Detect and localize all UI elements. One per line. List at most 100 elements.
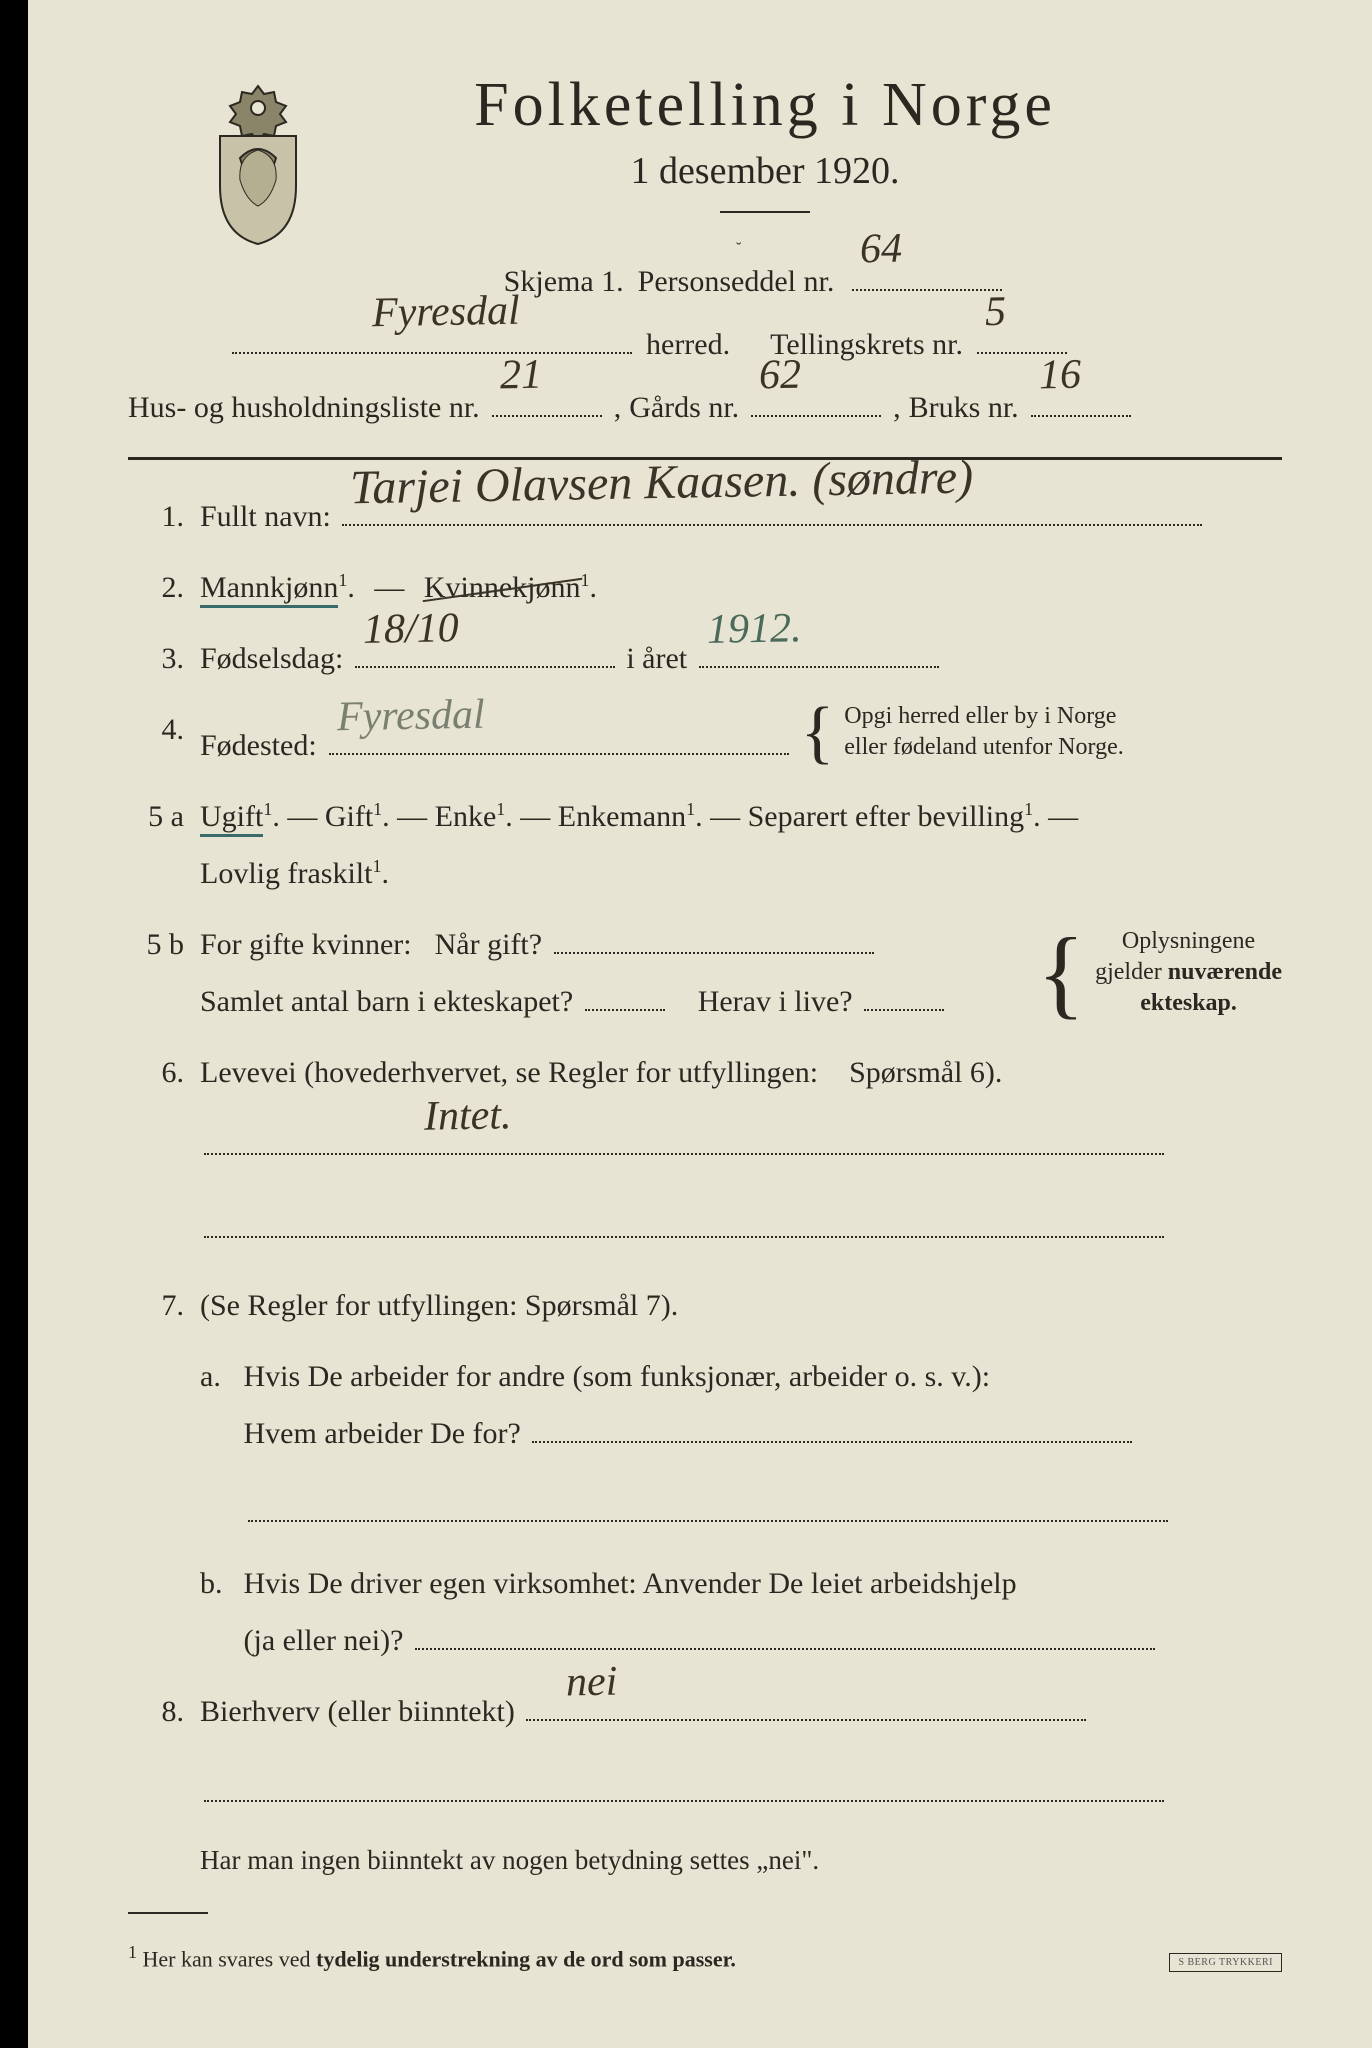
q5b-alive: Herav i live? bbox=[698, 985, 853, 1018]
q3-year-label: i året bbox=[626, 642, 687, 675]
q7a-field-2 bbox=[248, 1486, 1168, 1522]
q5a-gift: Gift bbox=[325, 800, 373, 833]
q4-label: Fødested: bbox=[200, 717, 317, 774]
q7b-text2: (ja eller nei)? bbox=[244, 1624, 404, 1657]
q4-note-1: Opgi herred eller by i Norge bbox=[844, 701, 1123, 732]
gards-label: Gårds nr. bbox=[629, 376, 739, 439]
meta-line-3: Hus- og husholdningsliste nr. 21 , Gårds… bbox=[128, 376, 1282, 439]
main-title: Folketelling i Norge bbox=[348, 70, 1182, 141]
q7b-text1: Hvis De driver egen virksomhet: Anvender… bbox=[244, 1567, 1017, 1600]
q4-field: Fyresdal bbox=[329, 719, 789, 755]
hus-field: 21 bbox=[492, 381, 602, 417]
comma-1: , bbox=[614, 376, 622, 439]
q3-day-field: 18/10 bbox=[355, 632, 615, 668]
q8-field: nei bbox=[526, 1685, 1086, 1721]
q5a-num: 5 a bbox=[128, 788, 184, 845]
q5b-num: 5 b bbox=[128, 916, 184, 973]
q4-note-2: eller fødeland utenfor Norge. bbox=[844, 732, 1123, 763]
coat-of-arms-icon bbox=[198, 80, 318, 250]
q7-num: 7. bbox=[128, 1277, 184, 1334]
q3-year-field: 1912. bbox=[699, 632, 939, 668]
q5b-note-2pre: gjelder bbox=[1095, 959, 1168, 985]
personseddel-field: 64 bbox=[852, 255, 1002, 291]
q1-field: Tarjei Olavsen Kaasen. (søndre) bbox=[342, 490, 1202, 526]
skjema-label: Skjema 1. bbox=[504, 250, 624, 313]
q7-row: 7. (Se Regler for utfyllingen: Spørsmål … bbox=[128, 1277, 1282, 1334]
q1-value: Tarjei Olavsen Kaasen. (søndre) bbox=[350, 431, 975, 533]
q8-field-2 bbox=[204, 1766, 1164, 1802]
q2-row: 2. Mannkjønn1. — Kvinnekjønn1. bbox=[128, 559, 1282, 616]
bottom-bar: 1 Her kan svares ved tydelig understrekn… bbox=[128, 1924, 1282, 1972]
q4-value: Fyresdal bbox=[336, 676, 485, 758]
q5b-alive-field bbox=[864, 975, 944, 1011]
scan-container: Folketelling i Norge 1 desember 1920. Sk… bbox=[0, 0, 1372, 2048]
q6-value: Intet. bbox=[423, 1076, 512, 1157]
footnote-bold: tydelig understrekning av de ord som pas… bbox=[316, 1946, 736, 1971]
personseddel-value: 64 bbox=[860, 204, 904, 293]
q5b-children-field bbox=[585, 975, 665, 1011]
q5a-enkemann: Enkemann bbox=[558, 800, 686, 833]
q2-num: 2. bbox=[128, 559, 184, 616]
q3-num: 3. bbox=[128, 630, 184, 687]
q5a-fraskilt: Lovlig fraskilt bbox=[200, 857, 372, 890]
q5a-ugift: Ugift bbox=[200, 800, 263, 837]
q3-label: Fødselsdag: bbox=[200, 642, 343, 675]
q5b-note-1: Oplysningene bbox=[1095, 926, 1282, 957]
q5b-when: Når gift? bbox=[435, 928, 542, 961]
footnote: 1 Her kan svares ved tydelig understrekn… bbox=[128, 1942, 736, 1972]
q6-row: 6. Levevei (hovederhvervet, se Regler fo… bbox=[128, 1044, 1282, 1257]
q5b-note: { Oplysningene gjelder nuværende ekteska… bbox=[1037, 926, 1282, 1020]
q6-label2: Spørsmål 6). bbox=[849, 1056, 1002, 1089]
footnote-text-pre: Her kan svares ved bbox=[143, 1946, 317, 1971]
tellingskrets-value: 5 bbox=[984, 268, 1007, 357]
q7-label: (Se Regler for utfyllingen: Spørsmål 7). bbox=[200, 1289, 678, 1322]
q1-label: Fullt navn: bbox=[200, 500, 331, 533]
footnote-marker: 1 bbox=[128, 1942, 137, 1962]
q2-mann: Mannkjønn bbox=[200, 571, 338, 608]
perforation-edge bbox=[14, 0, 28, 2048]
q5b-row: 5 b For gifte kvinner: Når gift? Samlet … bbox=[128, 916, 1282, 1030]
q6-field: Intet. bbox=[204, 1119, 1164, 1155]
q6-num: 6. bbox=[128, 1044, 184, 1101]
q7a-letter: a. bbox=[200, 1348, 236, 1405]
sup-1a: 1 bbox=[338, 570, 347, 590]
q3-day-value: 18/10 bbox=[362, 589, 459, 670]
q8-label: Bierhverv (eller biinntekt) bbox=[200, 1695, 515, 1728]
q7b-field bbox=[415, 1614, 1155, 1650]
q8-value: nei bbox=[566, 1642, 619, 1723]
q8-hint: Har man ingen biinntekt av nogen betydni… bbox=[200, 1845, 819, 1875]
hus-value: 21 bbox=[499, 330, 543, 419]
q1-num: 1. bbox=[128, 488, 184, 545]
q7b-letter: b. bbox=[200, 1555, 236, 1612]
q8-num: 8. bbox=[128, 1683, 184, 1740]
q1-row: 1. Fullt navn: Tarjei Olavsen Kaasen. (s… bbox=[128, 488, 1282, 545]
q5b-note-3: ekteskap. bbox=[1140, 990, 1237, 1016]
q7a-row: a. Hvis De arbeider for andre (som funks… bbox=[128, 1348, 1282, 1541]
gards-field: 62 bbox=[751, 381, 881, 417]
q5a-row: 5 a Ugift1. — Gift1. — Enke1. — Enkemann… bbox=[128, 788, 1282, 902]
caret-mark: ˘ bbox=[736, 232, 741, 266]
q8-hint-row: Har man ingen biinntekt av nogen betydni… bbox=[128, 1835, 1282, 1886]
subtitle: 1 desember 1920. bbox=[348, 149, 1182, 193]
q6-field-2 bbox=[204, 1202, 1164, 1238]
census-form-page: Folketelling i Norge 1 desember 1920. Sk… bbox=[28, 0, 1372, 2048]
q5b-when-field bbox=[554, 918, 874, 954]
herred-field: Fyresdal bbox=[232, 318, 632, 354]
gards-value: 62 bbox=[758, 330, 802, 419]
herred-label: herred. bbox=[646, 313, 730, 376]
q5b-note-2: nuværende bbox=[1168, 959, 1282, 985]
q5a-separert: Separert efter bevilling bbox=[748, 800, 1025, 833]
q3-row: 3. Fødselsdag: 18/10 i året 1912. bbox=[128, 630, 1282, 687]
q4-num: 4. bbox=[128, 701, 184, 758]
q5b-label: For gifte kvinner: bbox=[200, 928, 412, 961]
comma-2: , bbox=[893, 376, 901, 439]
q7a-text1: Hvis De arbeider for andre (som funksjon… bbox=[244, 1360, 991, 1393]
q8-row: 8. Bierhverv (eller biinntekt) nei bbox=[128, 1683, 1282, 1821]
header: Folketelling i Norge 1 desember 1920. bbox=[198, 70, 1282, 250]
q5b-children: Samlet antal barn i ekteskapet? bbox=[200, 985, 573, 1018]
q5a-enke: Enke bbox=[435, 800, 497, 833]
brace-icon-2: { bbox=[1037, 938, 1085, 1008]
sup-1b: 1 bbox=[580, 570, 589, 590]
bruks-value: 16 bbox=[1038, 330, 1082, 419]
bruks-label: Bruks nr. bbox=[909, 376, 1019, 439]
